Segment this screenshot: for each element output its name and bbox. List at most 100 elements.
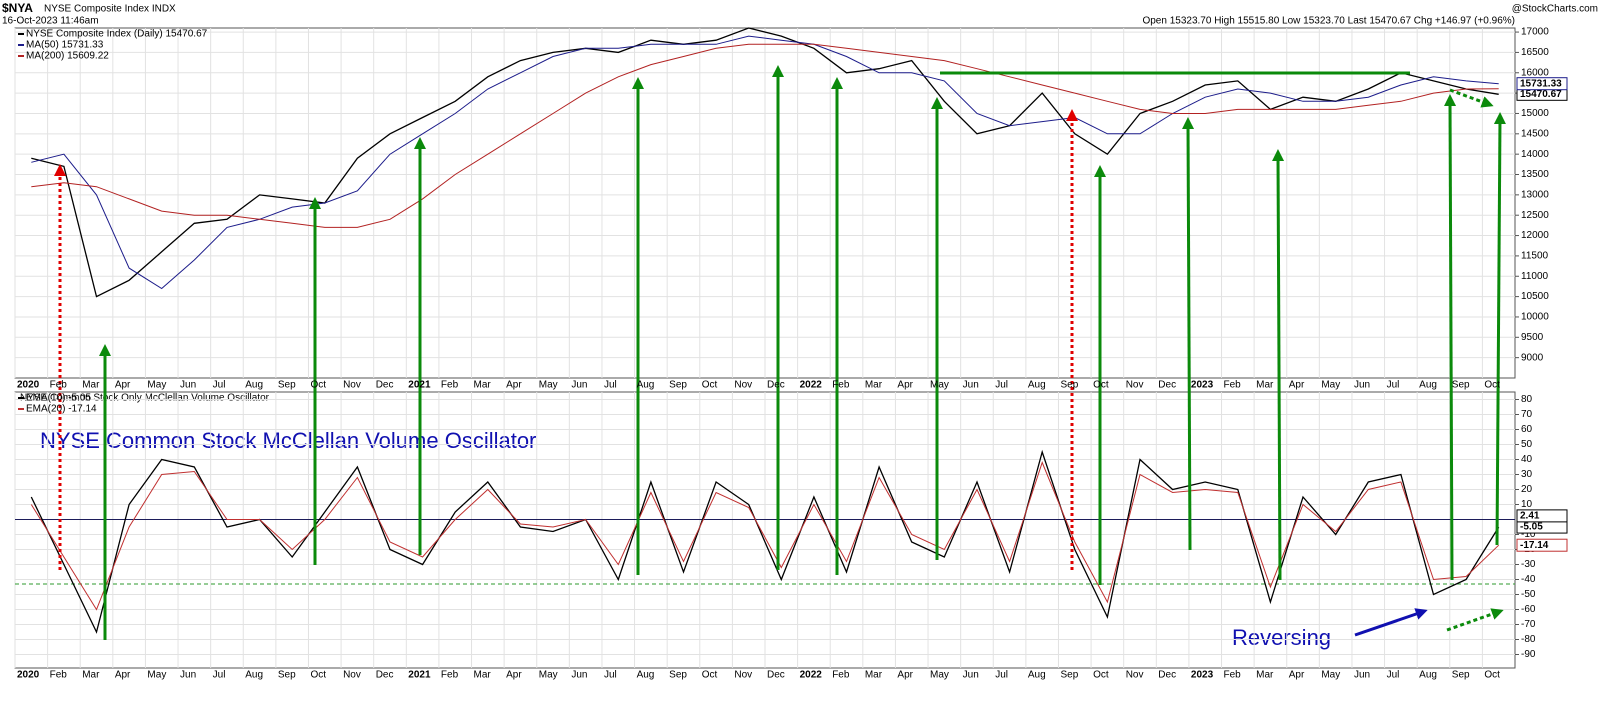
x-tick-label: Apr bbox=[1289, 380, 1305, 391]
y-tick-label: 80 bbox=[1521, 394, 1533, 405]
x-tick-label: Jul bbox=[604, 380, 617, 391]
x-tick-label: Sep bbox=[1452, 380, 1470, 391]
x-tick-label: Oct bbox=[310, 670, 326, 681]
y-tick-label: -80 bbox=[1521, 634, 1536, 645]
x-tick-label: Mar bbox=[865, 670, 883, 681]
x-tick-label: Sep bbox=[1060, 380, 1078, 391]
y-tick-label: -40 bbox=[1521, 574, 1536, 585]
y-tick-label: 50 bbox=[1521, 439, 1533, 450]
series-line bbox=[31, 43, 1499, 228]
y-tick-label: 14500 bbox=[1521, 128, 1549, 139]
legend-label: MA(50) 15731.33 bbox=[26, 40, 104, 51]
legend-label: MA(200) 15609.22 bbox=[26, 51, 109, 62]
x-tick-label: 2020 bbox=[17, 380, 40, 391]
x-tick-label: Feb bbox=[441, 670, 459, 681]
y-tick-label: 20 bbox=[1521, 484, 1533, 495]
y-tick-label: 11000 bbox=[1521, 271, 1549, 282]
value-tag-label: -17.14 bbox=[1520, 540, 1549, 551]
subtitle: NYSE Composite Index INDX bbox=[44, 4, 176, 15]
x-tick-label: Aug bbox=[1419, 380, 1437, 391]
symbol: $NYA bbox=[2, 1, 33, 15]
x-tick-label: Jul bbox=[604, 670, 617, 681]
x-tick-label: Mar bbox=[1256, 380, 1274, 391]
arrow bbox=[1182, 117, 1195, 551]
x-tick-label: 2023 bbox=[1191, 380, 1214, 391]
x-tick-label: May bbox=[539, 670, 558, 681]
x-tick-label: Nov bbox=[343, 380, 361, 391]
x-tick-label: 2020 bbox=[17, 670, 40, 681]
y-tick-label: -30 bbox=[1521, 559, 1536, 570]
annotation: Reversing bbox=[1232, 625, 1331, 650]
arrow bbox=[1446, 608, 1504, 632]
x-tick-label: Sep bbox=[278, 670, 296, 681]
x-tick-label: Feb bbox=[832, 380, 850, 391]
x-tick-label: Sep bbox=[1060, 670, 1078, 681]
x-tick-label: Mar bbox=[474, 670, 492, 681]
x-tick-label: Oct bbox=[1484, 670, 1500, 681]
x-tick-label: Oct bbox=[1484, 380, 1500, 391]
x-tick-label: Jun bbox=[963, 670, 979, 681]
arrow bbox=[1444, 94, 1457, 581]
y-tick-label: 12500 bbox=[1521, 210, 1549, 221]
x-tick-label: Sep bbox=[278, 380, 296, 391]
y-tick-label: 70 bbox=[1521, 409, 1533, 420]
value-tag-label: 2.41 bbox=[1520, 511, 1540, 522]
y-tick-label: 16500 bbox=[1521, 47, 1549, 58]
x-tick-label: Apr bbox=[897, 380, 913, 391]
quote: Open 15323.70 High 15515.80 Low 15323.70… bbox=[1142, 16, 1515, 27]
y-tick-label: 10 bbox=[1521, 499, 1533, 510]
x-tick-label: Dec bbox=[376, 380, 394, 391]
y-tick-label: 15000 bbox=[1521, 108, 1549, 119]
series-line bbox=[30, 461, 1500, 611]
x-tick-label: May bbox=[1321, 380, 1340, 391]
y-tick-label: -60 bbox=[1521, 604, 1536, 615]
x-tick-label: Jun bbox=[1354, 670, 1370, 681]
x-tick-label: Aug bbox=[637, 380, 655, 391]
indicator-title: NYSE Common Stock Only McClellan Volume … bbox=[20, 393, 270, 404]
legend-label: EMA(20) -17.14 bbox=[26, 404, 97, 415]
value-tag-label: 15731.33 bbox=[1520, 78, 1562, 89]
x-tick-label: Oct bbox=[1093, 670, 1109, 681]
x-tick-label: Nov bbox=[734, 670, 752, 681]
x-tick-label: Dec bbox=[767, 380, 785, 391]
x-tick-label: Feb bbox=[1224, 670, 1242, 681]
x-tick-label: Feb bbox=[1224, 380, 1242, 391]
series-line bbox=[31, 27, 1499, 298]
x-tick-label: Nov bbox=[343, 670, 361, 681]
x-tick-label: Jun bbox=[180, 670, 196, 681]
x-tick-label: Oct bbox=[1093, 380, 1109, 391]
x-tick-label: Aug bbox=[637, 670, 655, 681]
x-tick-label: Sep bbox=[1452, 670, 1470, 681]
x-tick-label: Mar bbox=[82, 670, 100, 681]
x-tick-label: Jun bbox=[963, 380, 979, 391]
value-tag bbox=[1516, 509, 1568, 523]
x-tick-label: Feb bbox=[441, 380, 459, 391]
credit: @StockCharts.com bbox=[1512, 4, 1598, 15]
x-tick-label: Aug bbox=[1028, 380, 1046, 391]
y-tick-label: -90 bbox=[1521, 649, 1536, 660]
x-tick-label: Jul bbox=[213, 380, 226, 391]
annotations bbox=[54, 65, 1506, 640]
y-tick-label: 13000 bbox=[1521, 190, 1549, 201]
x-tick-label: Apr bbox=[1289, 670, 1305, 681]
x-tick-label: 2022 bbox=[800, 380, 823, 391]
x-tick-label: Dec bbox=[1158, 380, 1176, 391]
value-tag bbox=[1516, 538, 1568, 552]
series-line bbox=[31, 35, 1499, 290]
x-tick-label: May bbox=[1321, 670, 1340, 681]
y-tick-label: 30 bbox=[1521, 469, 1533, 480]
x-tick-label: Jul bbox=[213, 670, 226, 681]
value-tag bbox=[1516, 77, 1568, 91]
x-tick-label: Apr bbox=[506, 670, 522, 681]
x-tick-label: Oct bbox=[702, 380, 718, 391]
x-tick-label: 2022 bbox=[800, 670, 823, 681]
x-tick-label: May bbox=[539, 380, 558, 391]
legend-label: EMA(10) -5.05 bbox=[26, 393, 91, 404]
y-tick-label: 10500 bbox=[1521, 291, 1549, 302]
x-tick-label: Sep bbox=[669, 380, 687, 391]
y-tick-label: 13500 bbox=[1521, 169, 1549, 180]
arrow bbox=[1272, 149, 1285, 581]
annotation: NYSE Common Stock McClellan Volume Oscil… bbox=[40, 428, 536, 453]
x-tick-label: Apr bbox=[897, 670, 913, 681]
y-tick-label: 17000 bbox=[1521, 27, 1549, 38]
